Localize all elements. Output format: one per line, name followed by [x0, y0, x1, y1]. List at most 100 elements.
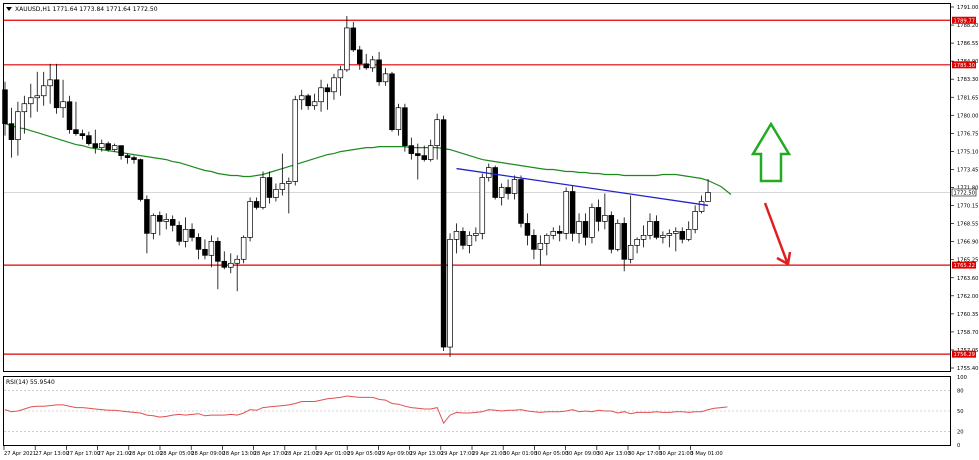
- candle-body: [627, 244, 634, 260]
- candle-body: [28, 97, 34, 105]
- candle: [253, 197, 260, 210]
- y-tick-label: 1781.65: [957, 95, 978, 101]
- candle: [705, 179, 711, 202]
- candle-body: [253, 201, 260, 208]
- candle-body: [653, 221, 660, 238]
- candle-body: [698, 201, 705, 212]
- candle: [137, 158, 144, 202]
- x-tick-label: 29 Apr 17:00: [441, 451, 475, 457]
- candle-body: [531, 235, 537, 250]
- candle: [150, 213, 157, 240]
- candle-body: [98, 143, 105, 148]
- candle: [415, 143, 421, 180]
- y-tick-label: 1755.40: [957, 366, 978, 372]
- candle: [466, 231, 473, 254]
- chevron-down-icon[interactable]: [6, 7, 12, 11]
- candle-body: [105, 143, 111, 150]
- y-tick-label: 1773.45: [957, 167, 978, 173]
- candle-body: [427, 145, 434, 160]
- candle: [247, 197, 253, 242]
- rsi-tick-label: 0: [957, 443, 960, 449]
- candle-body: [440, 119, 447, 348]
- current-price-label: 1772.50: [954, 190, 975, 196]
- y-tick-label: 1758.70: [957, 330, 978, 336]
- candle: [305, 93, 311, 110]
- level-price-label: 1785.30: [954, 63, 975, 69]
- candle: [576, 213, 582, 244]
- candle-body: [228, 262, 234, 268]
- candle-body: [447, 239, 453, 348]
- candle: [408, 137, 415, 160]
- rsi-line: [4, 395, 728, 425]
- candle-body: [679, 231, 685, 240]
- candle: [157, 211, 163, 236]
- candle: [286, 177, 292, 214]
- candle-body: [144, 199, 150, 234]
- candle-body: [150, 215, 157, 234]
- level-price-tag: [952, 261, 976, 269]
- candle-body: [247, 201, 253, 238]
- candle-body: [660, 235, 666, 238]
- candle-body: [324, 87, 331, 93]
- candle: [92, 129, 99, 154]
- candle: [376, 51, 382, 86]
- candle-body: [163, 219, 170, 222]
- candle-body: [608, 215, 615, 250]
- level-price-label: 1756.29: [954, 352, 975, 358]
- candle: [653, 215, 660, 240]
- candle: [105, 141, 111, 152]
- candle: [118, 145, 124, 160]
- level-price-tag: [952, 61, 976, 69]
- candle-body: [311, 101, 318, 107]
- candle: [634, 237, 640, 254]
- candle-body: [473, 233, 479, 236]
- candle: [647, 213, 653, 240]
- y-tick-label: 1791.00: [957, 5, 978, 11]
- candle-body: [111, 145, 118, 150]
- candle-body: [221, 260, 228, 268]
- current-price-tag: [951, 188, 977, 197]
- candle-body: [673, 231, 679, 234]
- candle-body: [537, 242, 544, 250]
- level-price-label: 1789.77: [954, 18, 975, 24]
- x-tick-label: 29 Apr 13:00: [410, 451, 444, 457]
- candle: [208, 235, 215, 268]
- candle: [660, 231, 666, 244]
- x-tick-label: 29 Apr 21:00: [472, 451, 506, 457]
- candle: [144, 195, 150, 254]
- candle-body: [692, 211, 698, 230]
- candle: [473, 227, 479, 242]
- price-axis: 1791.001788.201786.551784.901783.301781.…: [950, 5, 978, 372]
- x-tick-label: 28 Apr 01:00: [129, 451, 163, 457]
- x-tick-label: 30 Apr 21:00: [659, 451, 693, 457]
- candle: [79, 129, 86, 140]
- candle-body: [337, 69, 344, 79]
- symbol-header: XAUUSD,H1 1771.64 1773.84 1771.64 1772.5…: [6, 6, 158, 13]
- y-tick-label: 1780.00: [957, 113, 978, 119]
- candle-body: [498, 187, 505, 198]
- candle-body: [389, 73, 395, 131]
- candle: [640, 225, 647, 248]
- candle: [195, 233, 202, 260]
- candle-body: [640, 235, 647, 240]
- candle-body: [369, 59, 376, 69]
- candle-body: [2, 89, 8, 125]
- candle-body: [344, 27, 350, 71]
- candle-body: [408, 145, 415, 154]
- y-tick-label: 1783.30: [957, 77, 978, 83]
- candle: [569, 185, 576, 242]
- candle: [2, 81, 8, 136]
- candle: [363, 53, 369, 70]
- candle-body: [53, 79, 60, 109]
- candle: [556, 225, 563, 242]
- horizontal-levels: [4, 19, 950, 355]
- candle-body: [240, 237, 247, 260]
- candle-body: [576, 221, 582, 234]
- candle-body: [47, 79, 53, 87]
- candle: [40, 71, 47, 106]
- candle-body: [634, 239, 640, 246]
- candle-body: [479, 177, 486, 234]
- candle-body: [382, 73, 389, 83]
